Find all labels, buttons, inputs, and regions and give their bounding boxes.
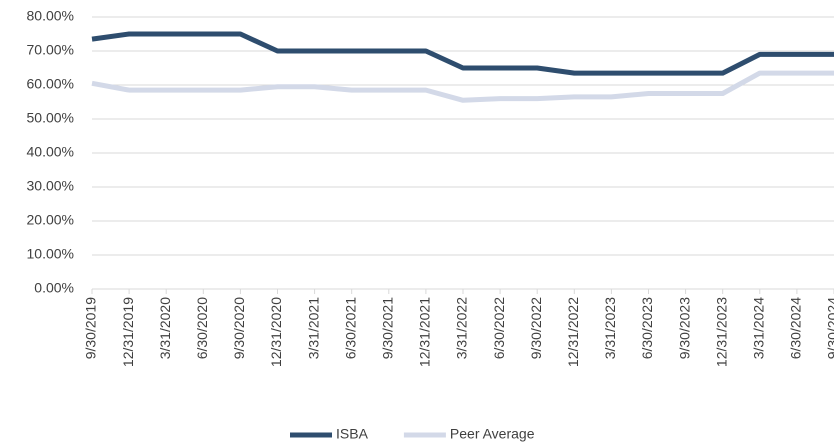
x-tick-label: 9/30/2020: [231, 297, 247, 359]
x-tick-label: 12/31/2020: [268, 297, 284, 367]
x-tick-label: 12/31/2021: [417, 297, 433, 367]
x-tick-label: 3/31/2022: [454, 297, 470, 359]
x-tick-label: 9/30/2023: [676, 297, 692, 359]
x-tick-label: 3/31/2023: [602, 297, 618, 359]
x-tick-label: 9/30/2022: [528, 297, 544, 359]
x-tick-label: 6/30/2022: [491, 297, 507, 359]
y-tick-label: 80.00%: [27, 8, 74, 24]
x-tick-label: 9/30/2024: [825, 297, 834, 359]
x-tick-label: 6/30/2020: [194, 297, 210, 359]
series-line: [91, 70, 834, 103]
y-tick-label: 0.00%: [34, 280, 74, 296]
x-tick-label: 3/31/2024: [751, 297, 767, 359]
x-tick-label: 9/30/2021: [380, 297, 396, 359]
x-tick-label: 3/31/2021: [305, 297, 321, 359]
y-tick-label: 60.00%: [27, 76, 74, 92]
y-tick-label: 50.00%: [27, 110, 74, 126]
y-tick-label: 30.00%: [27, 178, 74, 194]
x-tick-label: 12/31/2023: [713, 297, 729, 367]
series-line: [91, 31, 834, 76]
x-tick-label: 6/30/2021: [342, 297, 358, 359]
legend-label: ISBA: [336, 426, 369, 442]
y-tick-label: 40.00%: [27, 144, 74, 160]
y-tick-label: 20.00%: [27, 212, 74, 228]
y-tick-label: 70.00%: [27, 42, 74, 58]
y-tick-label: 10.00%: [27, 246, 74, 262]
x-tick-label: 12/31/2019: [120, 297, 136, 367]
x-tick-label: 6/30/2024: [788, 297, 804, 359]
legend-label: Peer Average: [450, 426, 535, 442]
x-tick-label: 6/30/2023: [639, 297, 655, 359]
x-tick-label: 3/31/2020: [157, 297, 173, 359]
x-tick-label: 9/30/2019: [83, 297, 99, 359]
x-tick-label: 12/31/2022: [565, 297, 581, 367]
